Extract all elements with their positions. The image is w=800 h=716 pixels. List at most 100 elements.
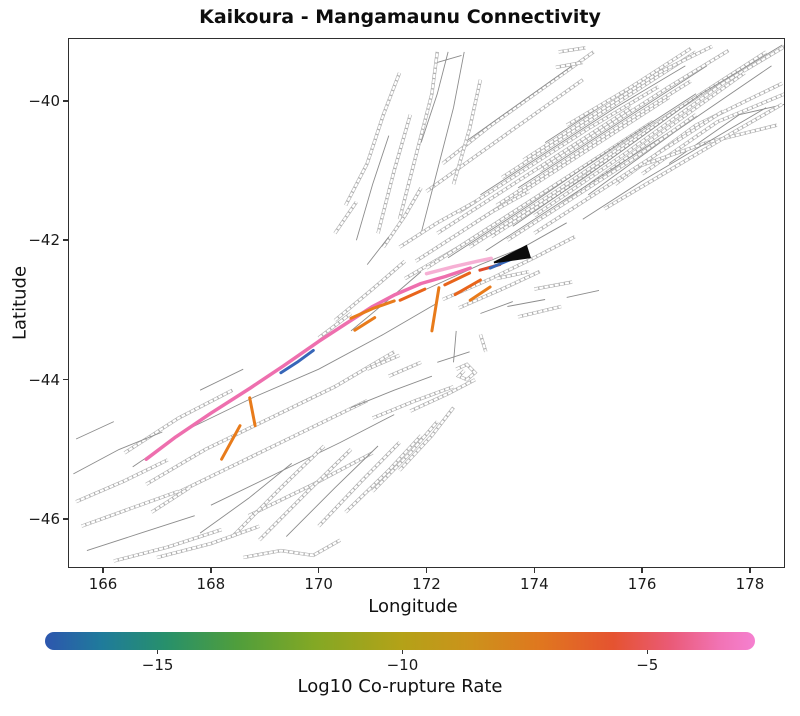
fault-trace: [366, 354, 400, 371]
fault-trace: [388, 361, 422, 378]
fault-trace: [231, 445, 325, 538]
rupture-blue: [279, 348, 315, 375]
x-tick-mark: [425, 568, 428, 573]
rupture-orange: [220, 424, 242, 461]
colorbar-label: Log10 Co-rupture Rate: [297, 676, 503, 697]
fault-trace: [366, 72, 401, 164]
fault-trace: [415, 190, 530, 263]
fault-trace: [533, 45, 785, 217]
fault-trace: [285, 445, 379, 537]
x-tick-mark: [641, 568, 643, 573]
colorbar-tick-mark: [156, 650, 159, 654]
fault-trace: [376, 114, 412, 234]
x-tick-mark: [210, 568, 212, 573]
fault-trace: [463, 65, 573, 143]
y-tick-label: −42: [28, 231, 60, 250]
y-tick-mark: [63, 239, 68, 241]
fault-trace: [558, 46, 586, 53]
colorbar-tick-label: −15: [141, 656, 174, 674]
fault-trace: [534, 281, 573, 291]
fault-trace: [582, 107, 767, 220]
rupture-orange: [468, 285, 492, 302]
fault-trace: [501, 50, 697, 179]
y-tick-mark: [63, 378, 68, 381]
fault-trace: [436, 106, 632, 235]
fault-trace: [258, 448, 352, 541]
rupture-orange: [443, 271, 472, 287]
fault-trace: [344, 434, 422, 513]
fault-trace: [420, 51, 465, 234]
chart-title: Kaikoura - Mangamaunu Connectivity: [199, 6, 601, 28]
colorbar-tick-label: −5: [636, 656, 659, 674]
x-tick-label: 168: [196, 575, 226, 593]
fault-trace: [512, 44, 783, 227]
fault-trace: [210, 414, 395, 506]
fault-trace: [156, 525, 260, 559]
map-canvas: [68, 38, 785, 568]
x-tick-mark: [317, 568, 320, 573]
y-tick-label: −40: [28, 91, 60, 110]
fault-trace: [533, 110, 724, 235]
x-tick-label: 166: [88, 575, 118, 593]
fault-trace: [113, 528, 222, 563]
fault-trace: [603, 103, 783, 210]
fault-trace: [145, 350, 395, 486]
fault-trace: [366, 236, 390, 265]
fault-trace: [398, 200, 476, 249]
fault-trace: [398, 406, 455, 472]
fault-trace: [151, 486, 190, 514]
fault-trace: [453, 330, 457, 363]
fault-trace: [496, 270, 530, 280]
fault-trace: [409, 378, 476, 413]
fault-trace: [641, 92, 785, 175]
fault-trace: [437, 351, 470, 363]
x-tick-mark: [749, 568, 751, 573]
y-axis-label: Latitude: [9, 265, 31, 341]
fault-trace: [350, 375, 433, 409]
fault-trace: [73, 431, 163, 475]
fault-trace: [442, 51, 595, 165]
fault-trace: [382, 187, 423, 248]
fault-trace: [480, 301, 513, 314]
fault-trace: [86, 515, 195, 552]
x-axis-label: Longitude: [0, 596, 800, 617]
rupture-orange: [398, 287, 427, 302]
rupture-orange: [430, 286, 441, 333]
fault-trace: [455, 363, 477, 381]
fault-trace: [124, 389, 233, 454]
fault-trace: [426, 222, 567, 290]
x-tick-mark: [102, 568, 104, 573]
x-tick-label: 174: [519, 575, 549, 593]
y-tick-label: −44: [28, 370, 60, 389]
fault-trace: [447, 93, 697, 259]
rupture-orange: [453, 278, 482, 297]
rupture-black-arrow: [493, 244, 532, 264]
map-plot: [68, 38, 785, 568]
fault-trace: [333, 201, 358, 234]
fault-trace: [248, 451, 374, 517]
fault-trace: [355, 135, 390, 241]
fault-trace: [172, 399, 368, 496]
fault-trace: [243, 539, 341, 559]
rupture-orange: [353, 316, 377, 332]
fault-trace: [398, 51, 439, 220]
fault-trace: [317, 441, 401, 527]
colorbar-tick-mark: [646, 650, 649, 654]
fault-trace: [479, 334, 487, 353]
fault-trace: [587, 65, 772, 196]
fault-trace: [81, 490, 179, 528]
fault-trace: [517, 65, 708, 189]
plot-frame: [68, 38, 785, 568]
x-tick-label: 170: [304, 575, 333, 593]
fault-trace: [539, 49, 729, 172]
fault-trace: [344, 162, 369, 206]
fault-trace: [420, 51, 449, 143]
fault-trace: [496, 80, 692, 207]
fault-trace: [372, 385, 454, 420]
x-tick-mark: [533, 568, 536, 573]
fault-trace: [437, 54, 462, 63]
fault-trace: [480, 65, 686, 196]
rupture-orange: [248, 396, 257, 428]
fault-trace: [458, 85, 659, 214]
